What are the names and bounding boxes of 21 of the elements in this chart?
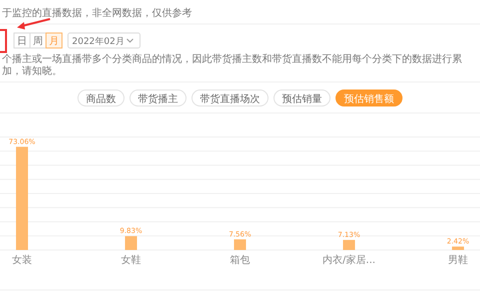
text: 周 — [33, 36, 43, 47]
text: 预估销量 — [282, 94, 322, 105]
bar — [125, 236, 137, 250]
x-tick-label: 内衣/家居... — [322, 254, 376, 266]
text: 预估销售额 — [344, 93, 394, 105]
text: 日 — [17, 36, 27, 47]
text: 月 — [49, 36, 59, 47]
bar — [343, 240, 355, 250]
x-tick-label: 女装 — [12, 254, 32, 266]
x-tick-label: 女鞋 — [121, 254, 141, 266]
text: 个播主或一场直播带多个分类商品的情况，因此带货播主数和带货直播数不能用每个分类下的数据进行累加，请知晓。 — [2, 53, 462, 77]
bar — [234, 239, 246, 250]
x-tick-label: 箱包 — [230, 254, 250, 266]
text: 商品数 — [86, 93, 116, 105]
text: 于监控的直播数据，非全网数据，仅供参考 — [2, 7, 192, 19]
bar — [452, 246, 464, 250]
x-tick-label: 男鞋 — [448, 254, 468, 266]
text: 2022年02月 — [72, 36, 124, 47]
bar — [16, 146, 28, 250]
text: 带货播主 — [138, 93, 178, 105]
text: 带货直播场次 — [200, 93, 260, 105]
